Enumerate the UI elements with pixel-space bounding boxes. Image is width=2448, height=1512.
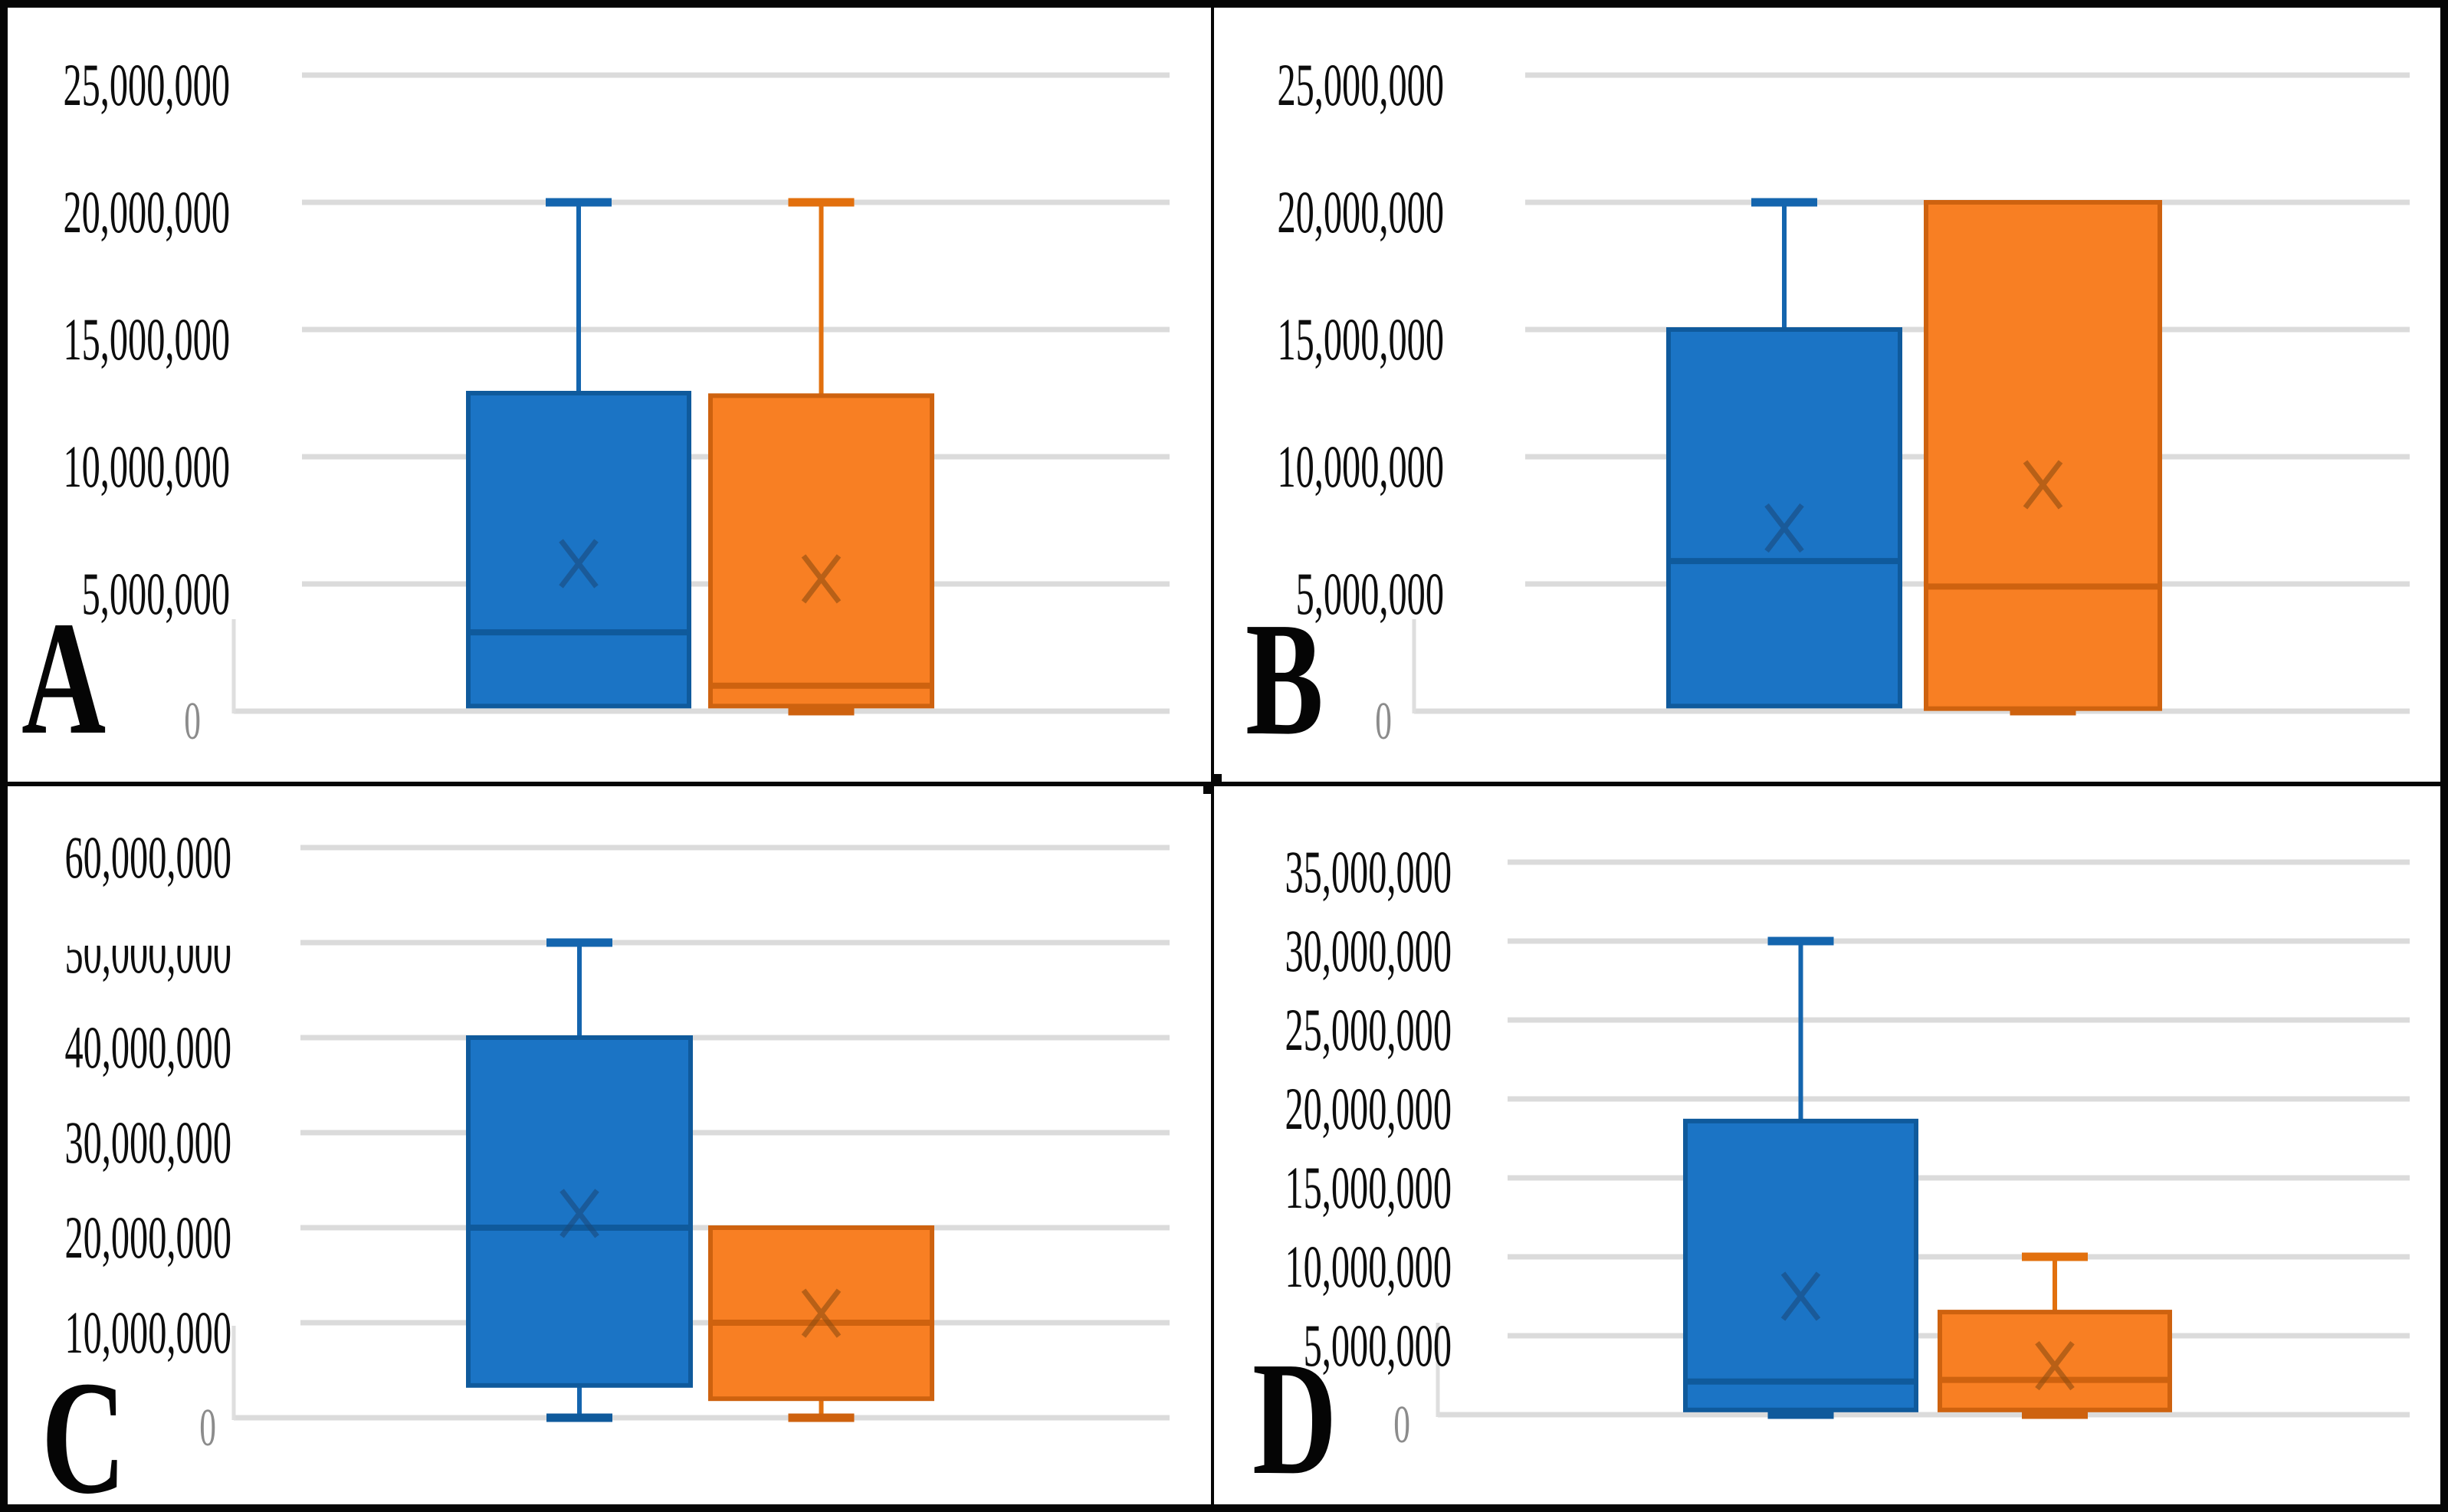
y-tick-label-zero: 0	[199, 1397, 216, 1457]
mean-x-stroke	[801, 1288, 842, 1338]
boxplot-orange	[1924, 200, 2162, 716]
mean-x-stroke	[1780, 1271, 1821, 1321]
mean-x-stroke	[2023, 460, 2063, 510]
gridlines	[1414, 72, 2410, 714]
y-tick-label: 25,000,000	[1277, 52, 1444, 119]
mean-marker	[559, 539, 599, 589]
clipped-label-mask	[48, 917, 239, 946]
boxplot-orange	[1938, 1252, 2172, 1419]
panel-D-chart: 0 5,000,000 10,000,000 15,000,000 20,000,000…	[1285, 839, 2410, 1455]
mean-x-stroke	[1764, 503, 1804, 553]
boxplot-orange	[708, 1225, 934, 1422]
mean-marker	[2023, 460, 2063, 510]
y-tick-label: 25,000,000	[1285, 997, 1452, 1064]
panel-C: 0 10,000,000 20,000,000 30,000,000 40,000,00…	[8, 786, 1203, 1504]
y-tick-label: 30,000,000	[1285, 918, 1452, 985]
y-tick-label: 20,000,000	[1277, 179, 1444, 246]
panel-label-B: B	[1245, 589, 1324, 769]
iqr-box	[1924, 200, 2162, 711]
y-tick-label: 15,000,000	[1277, 307, 1444, 373]
panel-label-D: D	[1252, 1328, 1337, 1504]
y-tick-label: 40,000,000	[64, 1015, 231, 1081]
panel-B: 0 5,000,000 10,000,000 15,000,000 20,000,000…	[1214, 8, 2440, 774]
mean-marker	[801, 554, 842, 604]
panel-D: 0 5,000,000 10,000,000 15,000,000 20,000,000…	[1214, 786, 2440, 1504]
y-tick-label: 5,000,000	[1304, 1313, 1452, 1379]
y-tick-label: 10,000,000	[1277, 434, 1444, 500]
iqr-box	[708, 393, 934, 709]
mean-marker	[1780, 1271, 1821, 1321]
boxplot-blue	[466, 198, 691, 709]
gridlines	[234, 845, 1170, 1421]
boxplot-orange	[708, 198, 934, 716]
iqr-box	[466, 391, 691, 709]
panel-A: 0 5,000,000 10,000,000 15,000,000 20,000,000…	[8, 8, 1203, 774]
panel-C-chart: 0 10,000,000 20,000,000 30,000,000 40,000,00…	[48, 825, 1170, 1458]
iqr-box	[1938, 1310, 2172, 1412]
y-tick-label: 30,000,000	[64, 1110, 231, 1176]
y-tick-labels: 0 5,000,000 10,000,000 15,000,000 20,000,000…	[1285, 839, 1452, 1454]
y-tick-label: 20,000,000	[1285, 1076, 1452, 1143]
mean-marker	[2035, 1341, 2075, 1391]
y-tick-label: 60,000,000	[64, 825, 231, 891]
y-tick-label: 20,000,000	[63, 179, 230, 246]
y-tick-label: 15,000,000	[63, 307, 230, 373]
y-tick-label-zero: 0	[1393, 1394, 1410, 1454]
mean-marker	[1764, 503, 1804, 553]
y-tick-label-zero: 0	[1375, 690, 1392, 750]
y-tick-label: 5,000,000	[82, 561, 230, 628]
y-tick-label: 25,000,000	[63, 52, 230, 119]
y-tick-label-zero: 0	[184, 690, 201, 750]
y-tick-labels: 0 5,000,000 10,000,000 15,000,000 20,000,000…	[63, 52, 230, 750]
mean-x-stroke	[559, 539, 599, 589]
mean-marker	[559, 1189, 599, 1238]
iqr-box	[1683, 1118, 1918, 1412]
mean-x-stroke	[2035, 1341, 2075, 1391]
gridlines	[1438, 859, 2410, 1418]
panel-label-A: A	[21, 588, 107, 768]
y-tick-label: 35,000,000	[1285, 839, 1452, 906]
y-tick-label: 10,000,000	[64, 1300, 231, 1366]
gridlines	[234, 72, 1170, 714]
y-tick-label: 20,000,000	[64, 1205, 231, 1271]
iqr-box	[1666, 327, 1902, 709]
mean-x-stroke	[801, 554, 842, 604]
mean-x-stroke	[559, 1189, 599, 1238]
boxplot-blue	[466, 938, 693, 1422]
panel-label-C: C	[41, 1347, 126, 1505]
panel-B-chart: 0 5,000,000 10,000,000 15,000,000 20,000,000…	[1277, 52, 2410, 751]
boxplot-blue	[1666, 198, 1902, 709]
y-tick-labels: 0 5,000,000 10,000,000 15,000,000 20,000,000…	[1277, 52, 1444, 750]
y-tick-label: 15,000,000	[1285, 1155, 1452, 1222]
y-tick-label: 10,000,000	[63, 434, 230, 500]
panel-A-chart: 0 5,000,000 10,000,000 15,000,000 20,000,000…	[63, 52, 1170, 751]
y-tick-label: 5,000,000	[1296, 561, 1444, 628]
y-tick-label: 10,000,000	[1285, 1234, 1452, 1300]
boxplot-blue	[1683, 936, 1918, 1419]
mean-marker	[801, 1288, 842, 1338]
